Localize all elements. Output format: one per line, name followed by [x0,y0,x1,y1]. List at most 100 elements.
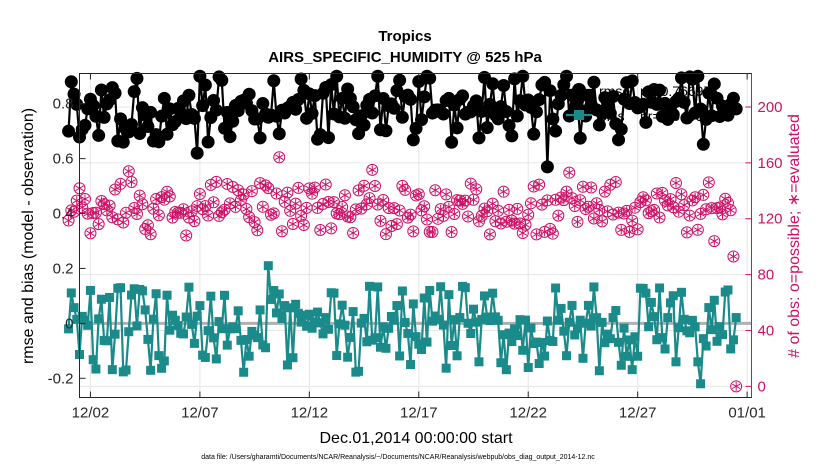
obs-evaluated-point [294,183,303,193]
obs-evaluated-stroke [611,179,621,185]
bias-point [110,329,120,339]
obs-possible-point [308,181,321,194]
obs-possible-point [297,218,310,231]
obs-evaluated-stroke [91,210,101,216]
chart-title: Tropics [378,28,431,45]
bias-point [559,326,569,336]
obs-evaluated-point [280,197,289,207]
obs-possible-point [587,212,600,225]
bias-point [343,352,353,362]
bias-point [296,317,306,327]
bias-point [704,303,714,313]
obs-possible-point [470,183,483,196]
obs-evaluated-stroke [296,213,306,219]
bias-point [685,328,695,338]
bias-point [523,362,533,372]
rmse-point [587,75,601,89]
bias-point [696,379,706,389]
rmse-point [505,129,519,143]
obs-possible-point [393,204,406,217]
obs-evaluated-point [258,202,268,212]
obs-possible-point [245,185,258,198]
obs-evaluated-stroke [340,192,350,198]
obs-evaluated-point [64,216,73,226]
bias-point [583,300,593,310]
legend-bias-pr: pr=0.04535 [640,108,711,124]
bias-point [397,286,407,296]
obs-evaluated-point [165,192,175,202]
bias-point [244,351,254,361]
bias-point [181,312,191,322]
rmse-point [289,102,303,116]
bias-point [485,316,495,326]
bias-point [655,283,665,293]
obs-possible-point [152,209,165,222]
obs-possible-point [571,215,584,228]
bias-point [578,353,588,363]
obs-evaluated-stroke [124,168,134,174]
obs-evaluated-stroke [731,383,741,390]
bias-point [624,335,634,345]
obs-evaluated-point [488,199,497,209]
obs-evaluated-point [91,208,101,218]
obs-evaluated-point [69,207,79,217]
obs-evaluated-stroke [471,186,481,192]
bias-point [337,300,347,310]
bias-point [499,330,509,340]
obs-evaluated-stroke [422,216,432,223]
bias-point [272,308,282,318]
obs-evaluated-point [450,209,459,219]
obs-possible-point [620,204,633,217]
obs-possible-point [363,192,376,205]
obs-possible-point [582,200,595,213]
bias-point [411,332,421,342]
bias-point [266,294,276,304]
obs-evaluated-point [378,195,388,205]
obs-evaluated-stroke [723,200,733,206]
obs-evaluated-point [439,211,448,221]
obs-evaluated-stroke [600,188,610,195]
obs-evaluated-point [316,225,325,235]
obs-evaluated-point [285,206,295,216]
rmse-point [393,73,407,87]
bias-point [540,351,550,361]
bias-point [449,315,459,325]
obs-possible-point [273,151,286,164]
bias-point [526,323,536,333]
obs-evaluated-stroke [392,221,402,227]
rmse-point [497,79,511,93]
obs-evaluated-stroke [381,231,391,237]
obs-evaluated-point [597,216,607,226]
obs-evaluated-stroke [466,180,476,187]
obs-possible-point [338,189,351,202]
bias-point [469,304,479,314]
y-right-tick-label: 200 [758,99,783,116]
obs-evaluated-stroke [406,211,415,218]
obs-possible-point [724,204,737,217]
bias-point [698,334,708,344]
obs-possible-point [141,219,154,232]
bias-point [230,324,240,334]
bias-point [209,333,219,343]
bias-point [433,314,443,324]
x-axis: 12/02 12/07 12/12 12/17 12/22 12/27 01/01 [72,73,766,422]
obs-possible-point [576,180,589,193]
obs-evaluated-stroke [469,197,478,203]
rmse-point [209,103,223,117]
obs-evaluated-point [641,195,651,205]
obs-possible-point [626,214,639,227]
obs-possible-point [215,206,228,219]
obs-evaluated-point [655,213,664,223]
obs-possible-point [136,198,149,211]
bias-point [211,354,221,364]
obs-possible-point [448,207,461,220]
obs-evaluated-point [288,219,298,229]
obs-evaluated-stroke [704,179,714,186]
obs-evaluated-stroke [715,204,725,211]
obs-possible-point [401,211,414,224]
obs-possible-point [522,208,535,221]
bias-point [170,315,180,325]
obs-evaluated-point [627,216,637,226]
obs-evaluated-point [283,188,292,198]
bias-point [203,326,213,336]
